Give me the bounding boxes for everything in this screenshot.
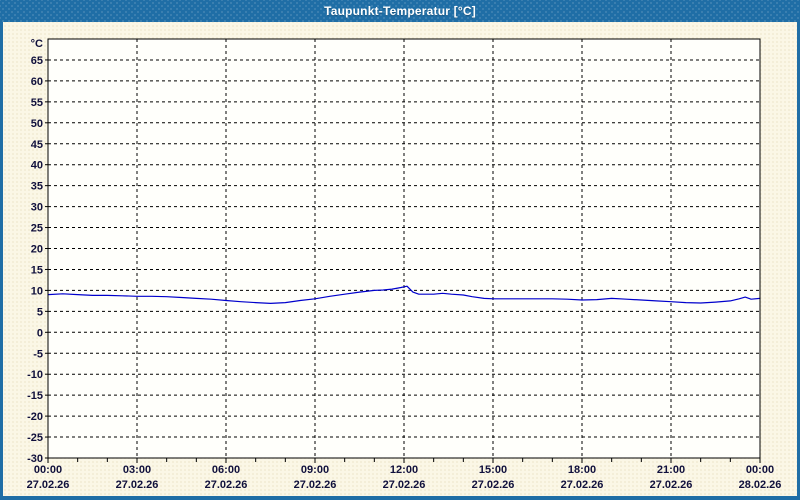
x-axis-time-label: 03:00 (123, 464, 151, 476)
y-axis-label: -30 (27, 453, 43, 465)
y-axis-label: 20 (31, 244, 43, 256)
chart-container: 65 60 55 50 45 40 35 30 25 20 15 10 5 0 -5 -10 -15 -20 -25… (3, 22, 797, 493)
x-axis-date-label: 27.02.26 (116, 479, 159, 491)
y-axis-label: 65 (31, 55, 43, 67)
y-axis-label: -15 (27, 390, 43, 402)
x-axis-time-label: 12:00 (390, 464, 418, 476)
y-axis-label: 15 (31, 264, 43, 276)
y-axis-label: 55 (31, 97, 43, 109)
y-axis-label: 45 (31, 139, 43, 151)
x-axis-time-label: 15:00 (479, 464, 507, 476)
x-axis-time-label: 09:00 (301, 464, 329, 476)
y-axis-label: 25 (31, 223, 43, 235)
y-axis-label: -25 (27, 432, 43, 444)
x-axis-time-label: 00:00 (34, 464, 62, 476)
chart-svg: 65605550454035302520151050-5-10-15-20-25… (27, 38, 782, 491)
x-axis-date-label: 27.02.26 (205, 479, 248, 491)
y-axis-label: -5 (33, 348, 43, 360)
x-axis-time-label: 06:00 (212, 464, 240, 476)
plot-border (47, 38, 761, 459)
y-axis-label: 40 (31, 160, 43, 172)
x-axis-date-label: 27.02.26 (294, 479, 337, 491)
x-axis-date-label: 27.02.26 (27, 479, 70, 491)
y-axis-label: 10 (31, 285, 43, 297)
x-axis-date-label: 28.02.26 (739, 479, 782, 491)
x-axis-time-label: 18:00 (568, 464, 596, 476)
y-axis-label: 35 (31, 181, 43, 193)
y-axis-label: 0 (37, 327, 43, 339)
x-axis-date-label: 27.02.26 (383, 479, 426, 491)
y-axis-label: 5 (37, 306, 43, 318)
window-title: Taupunkt-Temperatur [°C] (324, 4, 476, 18)
series-line (47, 285, 761, 304)
y-axis-label: -20 (27, 411, 43, 423)
x-axis-time-label: 21:00 (657, 464, 685, 476)
y-axis-unit-label: °C (31, 38, 43, 50)
x-axis-date-label: 27.02.26 (561, 479, 604, 491)
y-axis-label: 50 (31, 118, 43, 130)
x-axis-date-label: 27.02.26 (650, 479, 693, 491)
y-axis-label: -10 (27, 369, 43, 381)
y-axis-label: 60 (31, 76, 43, 88)
x-axis-date-label: 27.02.26 (472, 479, 515, 491)
x-axis-time-label: 00:00 (746, 464, 774, 476)
y-axis-label: 30 (31, 202, 43, 214)
window-titlebar[interactable]: Taupunkt-Temperatur [°C] (0, 0, 800, 22)
